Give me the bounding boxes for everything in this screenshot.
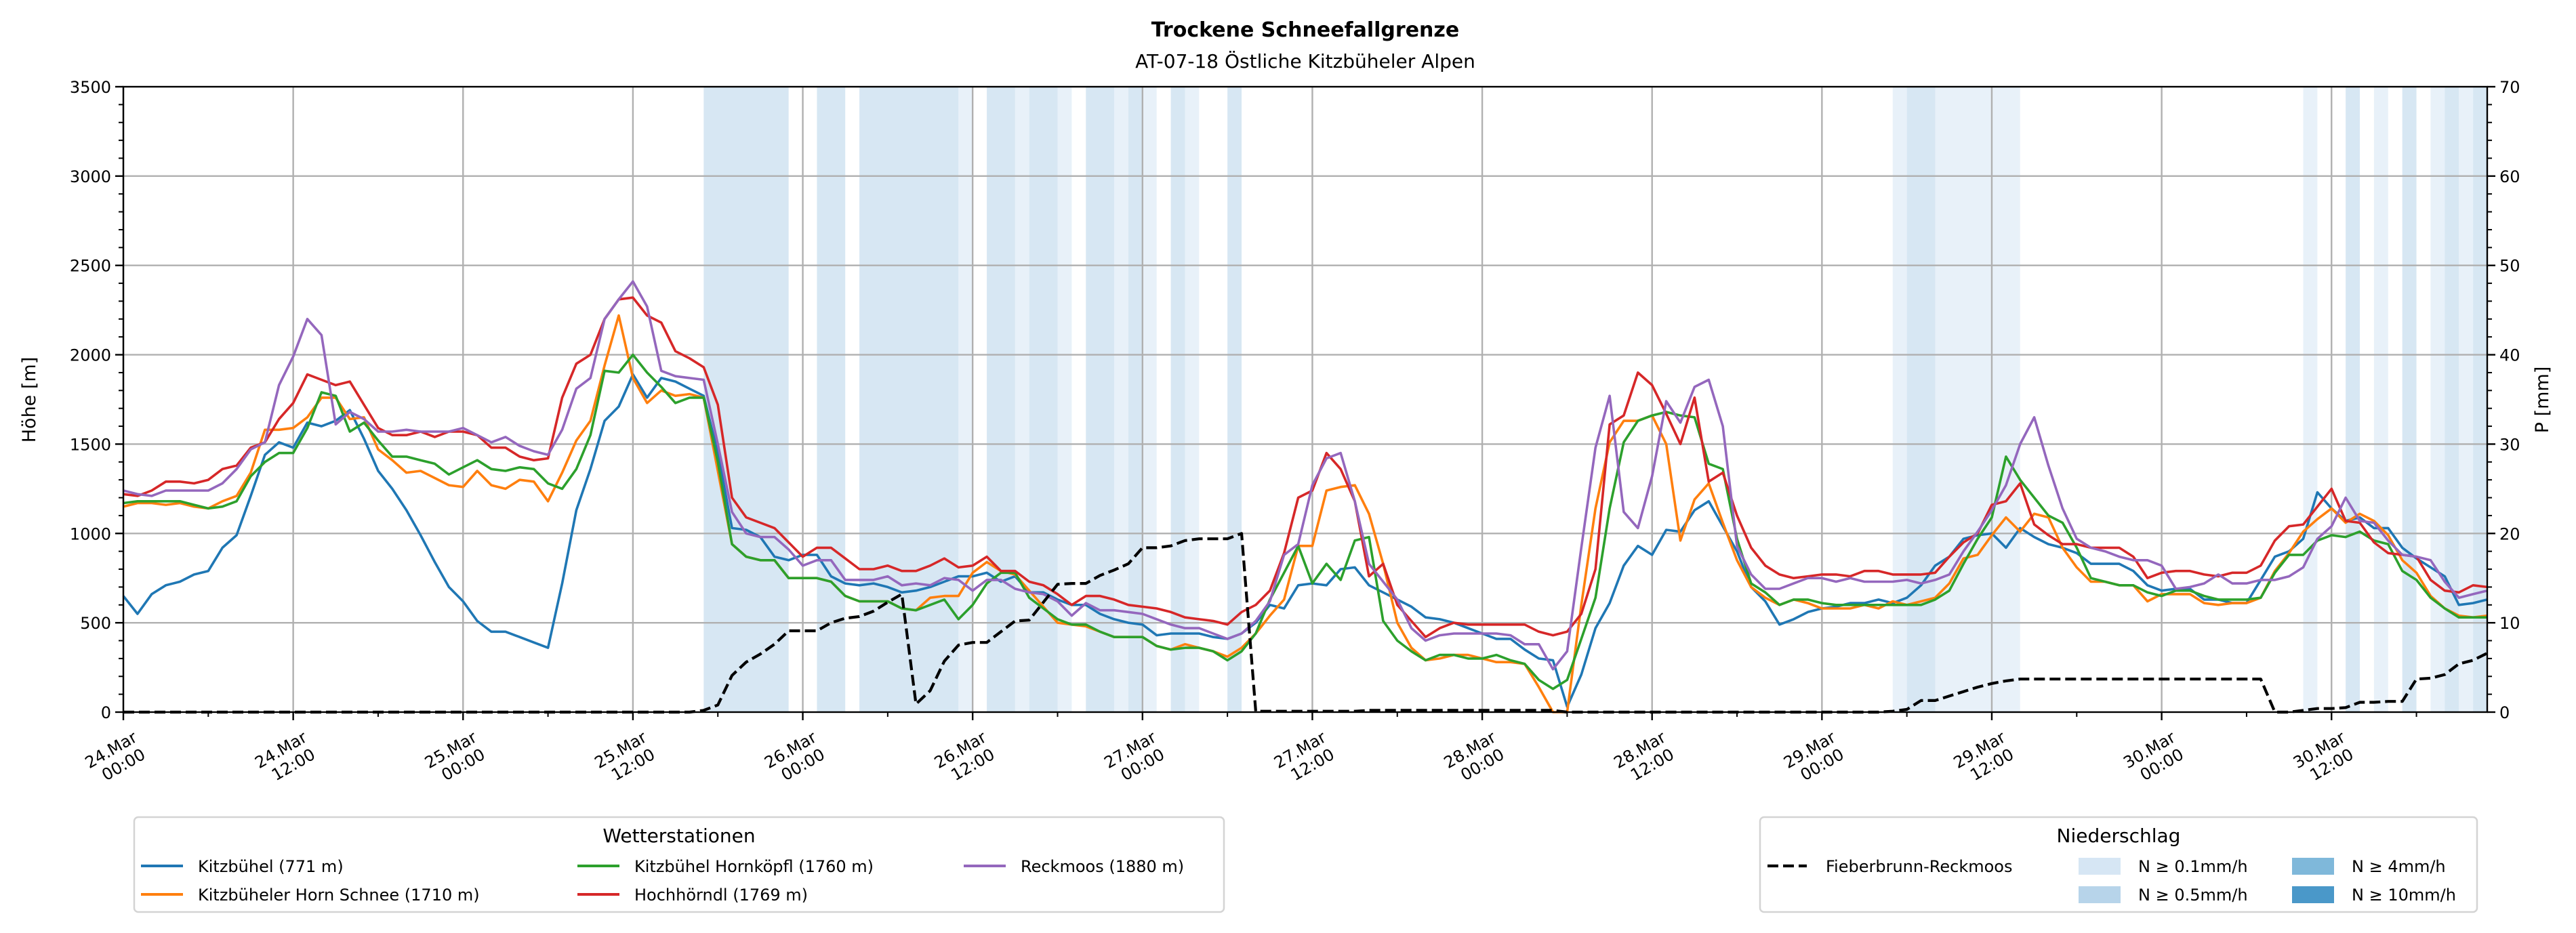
legend-entry-label: Kitzbühel (771 m) — [198, 857, 344, 876]
y-tick-label: 0 — [101, 703, 111, 722]
legend-entry-label: Reckmoos (1880 m) — [1021, 857, 1184, 876]
y-right-tick-label: 40 — [2499, 346, 2520, 365]
x-tick-label: 24.Mar12:00 — [251, 728, 319, 789]
y-axis-label-left: Höhe [m] — [19, 357, 40, 443]
precipitation-band — [2445, 87, 2459, 712]
x-tick-label: 29.Mar12:00 — [1950, 728, 2018, 789]
series-line-2 — [123, 353, 2487, 690]
x-tick-label: 30.Mar00:00 — [2120, 728, 2188, 789]
precipitation-band — [1057, 87, 1072, 712]
chart-title: Trockene Schneefallgrenze — [1151, 18, 1459, 42]
precipitation-band — [1142, 87, 1157, 712]
x-tick-label: 25.Mar12:00 — [592, 728, 659, 789]
axes: 24.Mar00:00 24.Mar12:00 25.Mar00:00 25.Mar1… — [70, 78, 2520, 789]
y-right-tick-label: 70 — [2499, 78, 2520, 97]
precipitation-band — [1015, 87, 1029, 712]
legend-precip-patch — [2079, 886, 2121, 903]
x-tick-label: 26.Mar12:00 — [931, 728, 999, 789]
x-tick-label: 28.Mar00:00 — [1441, 728, 1509, 789]
precipitation-band — [958, 87, 973, 712]
precipitation-band — [2430, 87, 2445, 712]
precipitation-band — [2346, 87, 2360, 712]
y-tick-label: 2500 — [70, 257, 111, 276]
x-tick-label: 29.Mar00:00 — [1780, 728, 1848, 789]
legend-entry-label: Fieberbrunn-Reckmoos — [1826, 857, 2012, 876]
precipitation-band — [1227, 87, 1242, 712]
y-tick-label: 1000 — [70, 524, 111, 543]
grid — [122, 87, 2487, 712]
precipitation-band — [1128, 87, 1143, 712]
legend-precipitation-title: Niederschlag — [2057, 825, 2181, 847]
y-axis-label-right: P [mm] — [2532, 367, 2553, 434]
plot-frame — [122, 85, 2489, 713]
chart-subtitle: AT-07-18 Östliche Kitzbüheler Alpen — [1135, 49, 1475, 72]
series-line-1 — [123, 314, 2488, 713]
precipitation-bands — [703, 87, 2487, 712]
precipitation-band — [2473, 87, 2487, 712]
series-line-0 — [122, 373, 2488, 708]
y-tick-label: 2000 — [70, 346, 111, 365]
legend-entry-label: N ≥ 4mm/h — [2352, 857, 2446, 876]
precipitation-band — [1114, 87, 1128, 712]
y-right-tick-label: 50 — [2499, 257, 2520, 276]
legend-precip-patch — [2079, 858, 2121, 875]
y-right-tick-label: 30 — [2499, 435, 2520, 454]
precipitation-band — [817, 87, 846, 712]
y-right-tick-label: 20 — [2499, 524, 2520, 543]
y-tick-label: 500 — [80, 614, 111, 633]
x-tick-label: 24.Mar00:00 — [82, 728, 150, 789]
y-right-tick-label: 60 — [2499, 167, 2520, 186]
precipitation-band — [2459, 87, 2474, 712]
legend-precip-patch — [2292, 858, 2334, 875]
y-tick-label: 3500 — [70, 78, 111, 97]
y-right-tick-label: 0 — [2499, 703, 2510, 722]
legend-entry-label: N ≥ 10mm/h — [2352, 886, 2456, 905]
precipitation-band — [1906, 87, 1936, 712]
legend-entry-label: N ≥ 0.1mm/h — [2138, 857, 2248, 876]
precipitation-band — [987, 87, 1015, 712]
series-lines — [122, 280, 2488, 714]
y-tick-label: 3000 — [70, 167, 111, 186]
y-tick-label: 1500 — [70, 435, 111, 454]
x-tick-label: 27.Mar00:00 — [1101, 728, 1169, 789]
x-tick-label: 30.Mar12:00 — [2290, 728, 2358, 789]
x-tick-label: 28.Mar12:00 — [1610, 728, 1678, 789]
precipitation-band — [1170, 87, 1185, 712]
precipitation-band — [703, 87, 789, 712]
precipitation-band — [2402, 87, 2417, 712]
legend-entry-label: Kitzbühel Hornköpfl (1760 m) — [634, 857, 874, 876]
precipitation-band — [1935, 87, 2020, 712]
x-tick-label: 26.Mar00:00 — [761, 728, 829, 789]
precipitation-band — [1185, 87, 1200, 712]
precipitation-band — [859, 87, 959, 712]
x-tick-label: 27.Mar12:00 — [1271, 728, 1338, 789]
legend-entry-label: Hochhörndl (1769 m) — [634, 886, 808, 905]
precipitation-band — [2303, 87, 2318, 712]
precipitation-band — [1892, 87, 1907, 712]
legend-stations-title: Wetterstationen — [602, 825, 755, 847]
legend-stations: Wetterstationen Kitzbühel (771 m) Kitzbüh… — [133, 816, 1225, 913]
legend-precipitation: Niederschlag Fieberbrunn-Reckmoos N ≥ 0.1… — [1759, 816, 2478, 913]
legend-entry-label: N ≥ 0.5mm/h — [2138, 886, 2248, 905]
x-tick-label: 25.Mar00:00 — [422, 728, 489, 789]
precipitation-band — [2373, 87, 2388, 712]
legend-precip-patch — [2292, 886, 2334, 903]
y-right-tick-label: 10 — [2499, 614, 2520, 633]
series-line-4 — [123, 280, 2488, 671]
legend-entry-label: Kitzbüheler Horn Schnee (1710 m) — [198, 886, 480, 905]
